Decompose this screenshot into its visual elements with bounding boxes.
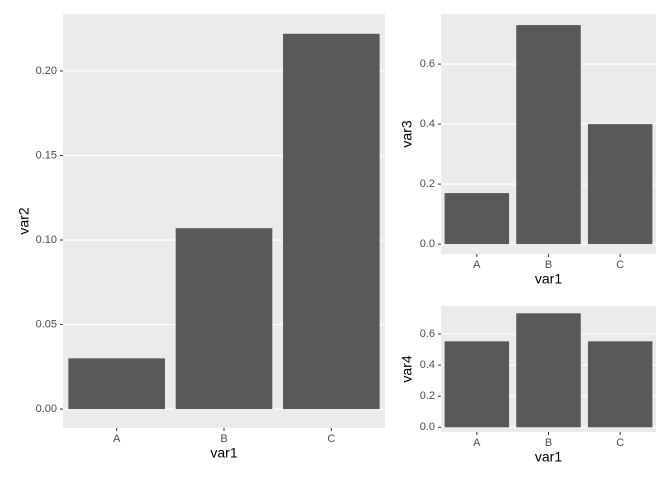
x-tick-label: A (473, 437, 481, 449)
x-axis-title: var1 (535, 271, 562, 287)
bar (175, 228, 273, 410)
x-tick-label: C (327, 433, 335, 445)
y-tick-label: 0.0 (420, 238, 435, 250)
y-tick-label: 0.6 (420, 58, 435, 70)
x-tick-label: B (545, 259, 552, 271)
x-tick-label: A (473, 259, 481, 271)
y-tick-label: 0.2 (420, 390, 435, 402)
y-tick-label: 0.20 (36, 65, 57, 77)
y-tick-label: 0.6 (420, 328, 435, 340)
bar (587, 341, 653, 428)
x-axis-title: var1 (535, 449, 562, 465)
bar (516, 25, 581, 245)
y-tick-label: 0.4 (420, 359, 435, 371)
x-tick-label: C (616, 259, 624, 271)
y-tick-label: 0.00 (36, 403, 57, 415)
bar (444, 341, 510, 428)
x-tick-label: B (220, 433, 227, 445)
y-axis-title: var2 (16, 207, 32, 234)
x-tick-label: B (545, 437, 552, 449)
y-tick-label: 0.15 (36, 149, 57, 161)
bar (587, 124, 653, 245)
x-tick-label: C (616, 437, 624, 449)
x-tick-label: A (113, 433, 121, 445)
y-tick-label: 0.2 (420, 178, 435, 190)
bar (516, 313, 581, 428)
bar (444, 193, 510, 245)
y-axis-title: var4 (399, 355, 415, 382)
y-tick-label: 0.4 (420, 118, 435, 130)
y-tick-label: 0.0 (420, 421, 435, 433)
bar (68, 358, 165, 410)
x-axis-title: var1 (210, 445, 237, 461)
y-tick-label: 0.05 (36, 318, 57, 330)
bar (283, 33, 380, 410)
y-axis-title: var3 (399, 120, 415, 147)
y-tick-label: 0.10 (36, 234, 57, 246)
